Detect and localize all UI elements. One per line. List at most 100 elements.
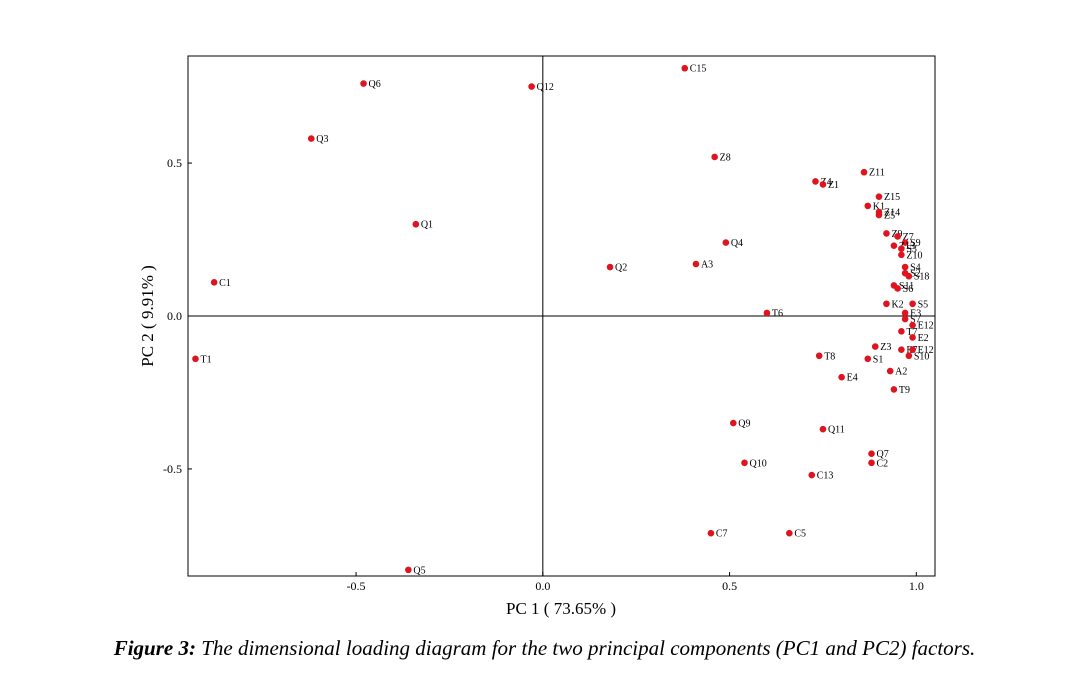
point-marker — [898, 327, 905, 335]
caption-text: The dimensional loading diagram for the … — [195, 636, 976, 660]
point-marker — [909, 346, 916, 353]
data-point: Q7 — [868, 449, 889, 460]
point-marker — [763, 309, 771, 317]
point-marker — [711, 153, 718, 161]
data-point: S3 — [898, 244, 917, 255]
point-label: C7 — [716, 529, 728, 540]
point-marker — [210, 279, 218, 286]
point-label: T9 — [899, 385, 910, 396]
data-point: S5 — [909, 299, 928, 310]
data-point: E4 — [838, 373, 858, 384]
point-label: E3 — [910, 308, 921, 319]
point-marker — [875, 193, 883, 201]
data-point: S7 — [901, 315, 921, 326]
data-point: Q5 — [405, 565, 426, 576]
point-label: Z14 — [884, 208, 900, 219]
point-marker — [864, 355, 872, 363]
data-point: E12 — [909, 321, 934, 332]
point-label: Z1 — [828, 180, 839, 191]
point-marker — [808, 471, 816, 479]
point-label: Z13 — [899, 241, 915, 252]
point-marker — [909, 334, 916, 341]
point-marker — [815, 352, 823, 360]
data-point: C1 — [210, 278, 231, 289]
point-label: Q9 — [738, 419, 750, 430]
point-label: Q5 — [413, 565, 425, 576]
point-marker — [890, 386, 898, 393]
point-marker — [901, 309, 909, 317]
data-point: A3 — [692, 260, 713, 271]
point-marker — [901, 263, 909, 271]
data-point: C7 — [707, 529, 728, 540]
data-point: K1 — [864, 201, 885, 212]
point-label: C15 — [690, 64, 707, 75]
point-label: T7 — [906, 327, 917, 338]
data-point: S9 — [901, 238, 921, 249]
data-point: Z7 — [894, 232, 914, 243]
data-point: Q4 — [722, 238, 743, 249]
point-marker — [860, 168, 868, 176]
point-label: Q3 — [316, 134, 328, 145]
point-label: C5 — [794, 529, 806, 540]
point-marker — [741, 459, 748, 467]
point-marker — [905, 272, 913, 280]
point-label: S2 — [910, 269, 921, 280]
data-point: S4 — [901, 263, 921, 274]
point-label: T8 — [824, 351, 835, 362]
point-label: Q10 — [750, 458, 767, 469]
point-marker — [868, 450, 875, 457]
point-marker — [307, 135, 315, 142]
data-point: Z10 — [898, 250, 922, 261]
data-point: E2 — [909, 333, 929, 344]
point-label: Q1 — [421, 220, 433, 231]
data-point: Q2 — [606, 263, 627, 274]
point-label: T1 — [200, 354, 211, 365]
data-point: S18 — [905, 272, 930, 283]
point-marker — [192, 355, 199, 363]
data-point: Q3 — [307, 134, 328, 145]
point-label: Z3 — [880, 342, 891, 353]
caption-lead: Figure 3: — [113, 636, 196, 660]
point-marker — [412, 220, 420, 228]
point-marker — [838, 373, 845, 381]
point-label: Q7 — [877, 449, 889, 460]
data-point: C2 — [868, 458, 888, 469]
point-label: T6 — [772, 308, 783, 319]
point-marker — [681, 64, 689, 72]
point-marker — [886, 367, 894, 375]
data-point: Z15 — [875, 192, 900, 203]
x-tick-label: 0.0 — [535, 579, 550, 593]
data-point: Z1 — [819, 180, 839, 191]
point-label: S1 — [873, 354, 884, 365]
point-label: S10 — [914, 351, 930, 362]
point-marker — [898, 245, 905, 253]
point-label: S6 — [903, 284, 914, 295]
point-label: S3 — [906, 244, 917, 255]
data-point: T6 — [763, 308, 783, 319]
point-label: Z10 — [906, 250, 922, 261]
point-marker — [405, 566, 412, 574]
point-marker — [722, 239, 730, 246]
data-point: Z3 — [871, 342, 891, 353]
points: C15Q6Q12Q3Z8Z11Z4Z1Z15K1Z14Z5Q1Z9Z7S9Z13… — [192, 64, 934, 576]
point-label: S18 — [914, 272, 930, 283]
data-point: C13 — [808, 471, 833, 482]
data-point: E3 — [901, 308, 921, 319]
data-point: Z4 — [812, 177, 832, 188]
data-point: K2 — [883, 299, 904, 310]
point-label: E2 — [918, 333, 929, 344]
point-label: Q11 — [828, 425, 845, 436]
point-label: E12 — [918, 321, 934, 332]
data-point: E12 — [909, 345, 934, 356]
x-tick-label: 1.0 — [909, 579, 924, 593]
y-tick-label: -0.5 — [163, 462, 182, 476]
point-label: S9 — [910, 238, 921, 249]
point-label: Q4 — [731, 238, 743, 249]
point-marker — [901, 239, 909, 246]
point-label: Z15 — [884, 192, 900, 203]
point-marker — [528, 83, 535, 90]
axes: -0.5 0.0 0.5 1.0 -0.5 0.0 0.5 — [163, 56, 935, 593]
point-marker — [909, 321, 916, 329]
point-label: Q2 — [615, 263, 627, 274]
point-marker — [883, 300, 890, 308]
